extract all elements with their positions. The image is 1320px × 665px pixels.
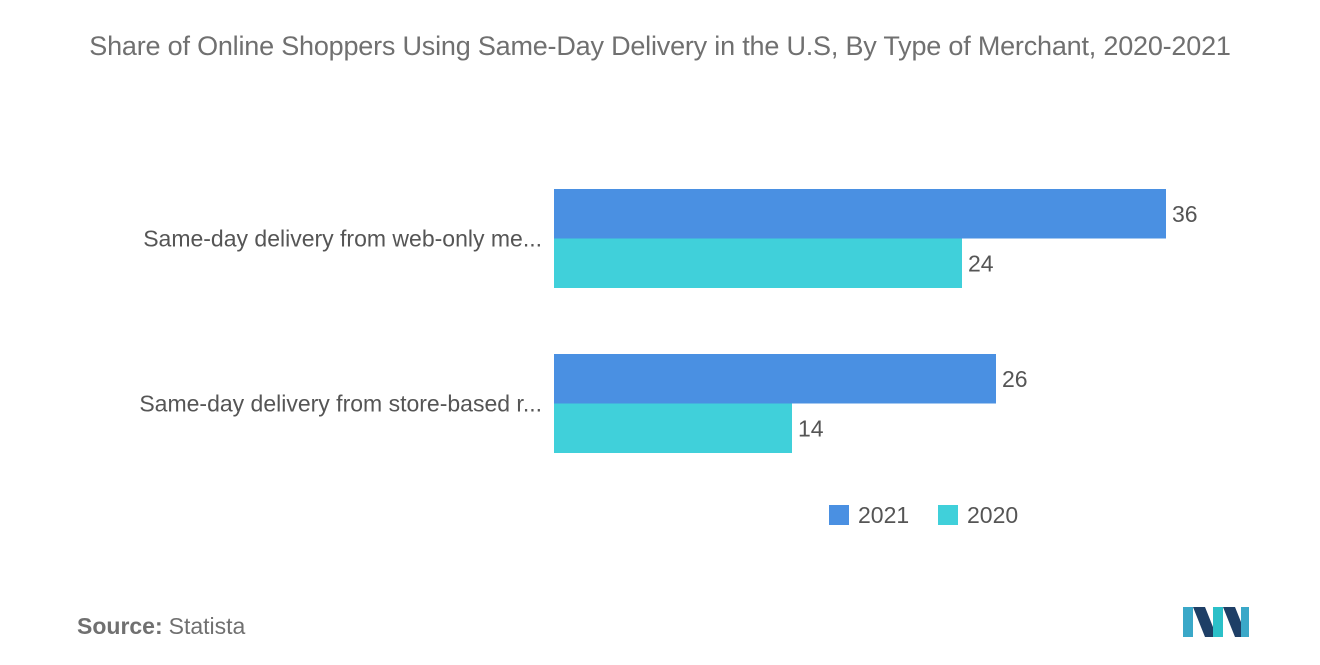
legend-label: 2021 [858, 502, 909, 528]
data-label: 36 [1172, 201, 1198, 227]
data-label: 14 [798, 415, 824, 441]
category-label: Same-day delivery from store-based r... [139, 391, 542, 417]
source-label: Source: [77, 613, 163, 639]
mordor-intelligence-logo-icon [1183, 607, 1249, 637]
source-value: Statista [168, 613, 246, 639]
bar-2020 [554, 238, 962, 288]
chart-title: Share of Online Shoppers Using Same-Day … [89, 31, 1231, 61]
legend-swatch-2020 [938, 505, 958, 525]
source-note: Source: Statista [77, 613, 245, 640]
bar-2020 [554, 403, 792, 453]
data-label: 26 [1002, 366, 1028, 392]
legend-swatch-2021 [829, 505, 849, 525]
data-label: 24 [968, 250, 994, 276]
category-label: Same-day delivery from web-only me... [143, 226, 542, 252]
bar-2021 [554, 189, 1166, 239]
legend-label: 2020 [967, 502, 1018, 528]
bar-2021 [554, 354, 996, 404]
